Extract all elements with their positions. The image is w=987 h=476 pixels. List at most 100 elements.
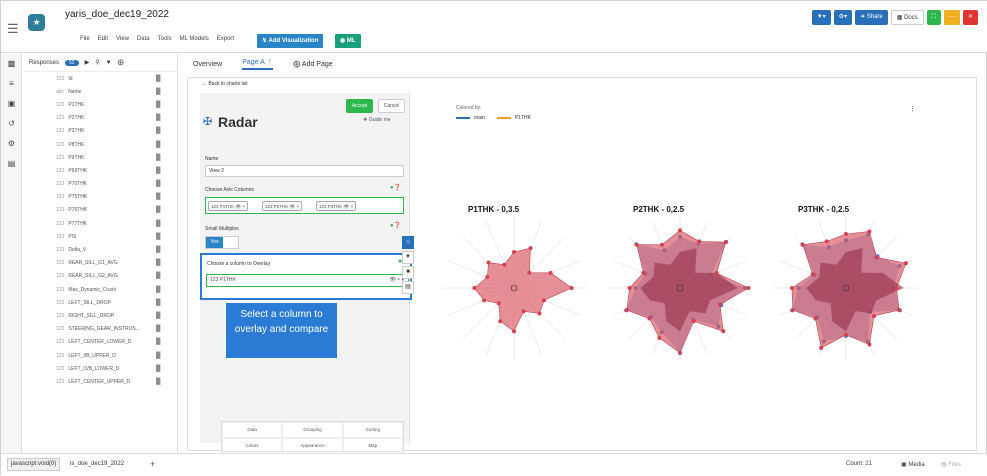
- menu-export[interactable]: Export: [216, 36, 235, 42]
- image-icon[interactable]: ▣: [7, 99, 16, 108]
- home-icon[interactable]: ⌂: [402, 236, 414, 249]
- close-button[interactable]: ✕: [962, 10, 978, 25]
- radar-point[interactable]: [660, 242, 665, 247]
- add-sheet-button[interactable]: +: [150, 459, 156, 469]
- chart-menu-icon[interactable]: ⋮: [909, 106, 916, 113]
- variable-chart-icon[interactable]: ▐▌: [154, 154, 163, 161]
- menu-view[interactable]: View: [116, 36, 129, 42]
- variable-item[interactable]: 123 RIGHT_SILL_DROP ▐▌: [23, 309, 177, 322]
- variable-item[interactable]: 123 P75THK ▐▌: [23, 191, 177, 204]
- variable-item[interactable]: 123 STEERING_GEAR_INSTRUS... ▐▌: [23, 323, 177, 336]
- radar-point[interactable]: [678, 350, 682, 355]
- radar-point[interactable]: [824, 239, 829, 244]
- radar-point[interactable]: [790, 308, 795, 313]
- radar-point[interactable]: [697, 239, 702, 244]
- small-multiples-toggle[interactable]: Yes: [205, 236, 239, 249]
- video-icon[interactable]: ▶: [84, 60, 90, 66]
- radar-point[interactable]: [485, 274, 490, 279]
- radar-point[interactable]: [657, 335, 662, 340]
- radar-point[interactable]: [800, 242, 805, 247]
- axis-chip-p2thk[interactable]: 123 P2THK 👁 ×: [262, 201, 303, 211]
- files-button[interactable]: ▤ Files: [941, 462, 962, 468]
- axis-chip-p3thk[interactable]: 123 P3THK 👁 ×: [316, 201, 357, 211]
- radar-point[interactable]: [486, 260, 491, 265]
- variable-chart-icon[interactable]: ▐▌: [154, 115, 163, 122]
- variable-item[interactable]: 123 LEFT_I/B_UPPER_D ▐▌: [23, 349, 177, 362]
- guide-me-link[interactable]: ❖ Guide me: [363, 117, 391, 123]
- radar-point[interactable]: [813, 316, 818, 321]
- radar-point[interactable]: [721, 329, 726, 334]
- variable-item[interactable]: 123 P69THK ▐▌: [23, 164, 177, 177]
- variable-chart-icon[interactable]: ▐▌: [154, 141, 163, 148]
- chart-icon[interactable]: ▩: [7, 59, 16, 68]
- radar-point[interactable]: [472, 286, 477, 290]
- radar-point[interactable]: [903, 261, 908, 266]
- add-circle-icon[interactable]: ⨁: [117, 60, 124, 66]
- radar-point[interactable]: [512, 250, 516, 254]
- name-input[interactable]: View 2: [205, 165, 404, 177]
- legend-item-main[interactable]: main: [456, 115, 485, 121]
- variable-chart-icon[interactable]: ▐▌: [154, 352, 163, 359]
- radar-point[interactable]: [867, 229, 872, 234]
- variable-item[interactable]: 123 P8THK ▐▌: [23, 138, 177, 151]
- radar-point[interactable]: [624, 308, 629, 313]
- variable-chart-icon[interactable]: ▐▌: [154, 181, 163, 188]
- radar-point[interactable]: [714, 270, 719, 275]
- variable-item[interactable]: 123 Max_Dynamic_Crush ▐▌: [23, 283, 177, 296]
- radar-point[interactable]: [894, 286, 899, 290]
- variable-chart-icon[interactable]: ▐▌: [154, 75, 163, 82]
- file-icon[interactable]: ▤: [7, 159, 16, 168]
- search-icon[interactable]: ⚲: [95, 60, 100, 66]
- radar-point[interactable]: [844, 332, 848, 337]
- axis-chip-p1thk[interactable]: 123 P1THK 👁 ×: [208, 201, 249, 211]
- variable-item[interactable]: abc Name ▐▌: [23, 85, 177, 98]
- stop-icon[interactable]: ■: [402, 266, 414, 279]
- variable-chart-icon[interactable]: ▐▌: [154, 312, 163, 319]
- variable-item[interactable]: 123 P2THK ▐▌: [23, 112, 177, 125]
- eye-clear-caret-icon[interactable]: 👁 × ▾: [389, 277, 404, 283]
- radar-point[interactable]: [627, 286, 632, 290]
- radar-point[interactable]: [634, 242, 639, 247]
- filter-icon[interactable]: ▼: [105, 59, 112, 66]
- document-title[interactable]: yaris_doe_dec19_2022: [65, 9, 169, 20]
- filter-list-icon[interactable]: ≡: [9, 79, 14, 88]
- radar-point[interactable]: [867, 342, 872, 347]
- variable-item[interactable]: 123 P9THK ▐▌: [23, 151, 177, 164]
- variable-item[interactable]: 123 P70THK ▐▌: [23, 178, 177, 191]
- variable-item[interactable]: 123 LEFT_CENTER_LOWER_D ▐▌: [23, 336, 177, 349]
- variable-chart-icon[interactable]: ▐▌: [154, 365, 163, 372]
- variable-chart-icon[interactable]: ▐▌: [154, 299, 163, 306]
- overlay-select[interactable]: 123 P1THK 👁 × ▾: [206, 274, 409, 287]
- media-button[interactable]: ▣ Media: [901, 462, 925, 468]
- menu-tools[interactable]: Tools: [157, 36, 172, 42]
- radar-point[interactable]: [872, 314, 877, 319]
- variable-item[interactable]: 123 Delta_V ▐▌: [23, 243, 177, 256]
- add-page-button[interactable]: ⨁ Add Page: [293, 61, 333, 68]
- settings-dropdown-button[interactable]: ⚙▾: [833, 10, 853, 25]
- radar-point[interactable]: [512, 329, 516, 334]
- variable-chart-icon[interactable]: ▐▌: [154, 326, 163, 333]
- colors-section-button[interactable]: Colors: [222, 438, 283, 454]
- map-section-button[interactable]: Map: [342, 438, 403, 454]
- variable-chart-icon[interactable]: ▐▌: [154, 207, 163, 214]
- responses-label[interactable]: Responses: [29, 59, 60, 66]
- menu-data[interactable]: Data: [136, 36, 150, 42]
- radar-point[interactable]: [541, 298, 546, 303]
- sorting-section-button[interactable]: Sorting: [342, 422, 403, 438]
- minimize-button[interactable]: —: [943, 10, 960, 25]
- appearance-section-button[interactable]: Appearance: [282, 438, 343, 454]
- grouping-section-button[interactable]: Grouping: [282, 422, 343, 438]
- radar-point[interactable]: [496, 301, 501, 306]
- variable-item[interactable]: 123 P3THK ▐▌: [23, 125, 177, 138]
- variable-chart-icon[interactable]: ▐▌: [154, 260, 163, 267]
- tab-overview[interactable]: Overview: [193, 60, 223, 68]
- radar-point[interactable]: [819, 345, 824, 350]
- variable-chart-icon[interactable]: ▐▌: [154, 128, 163, 135]
- variable-chart-icon[interactable]: ▐▌: [154, 378, 163, 385]
- menu-file[interactable]: File: [80, 36, 90, 42]
- radar-point[interactable]: [678, 228, 682, 233]
- variable-chart-icon[interactable]: ▐▌: [154, 233, 163, 240]
- variable-chart-icon[interactable]: ▐▌: [154, 220, 163, 227]
- variable-chart-icon[interactable]: ▐▌: [154, 88, 163, 95]
- radar-point[interactable]: [746, 286, 751, 290]
